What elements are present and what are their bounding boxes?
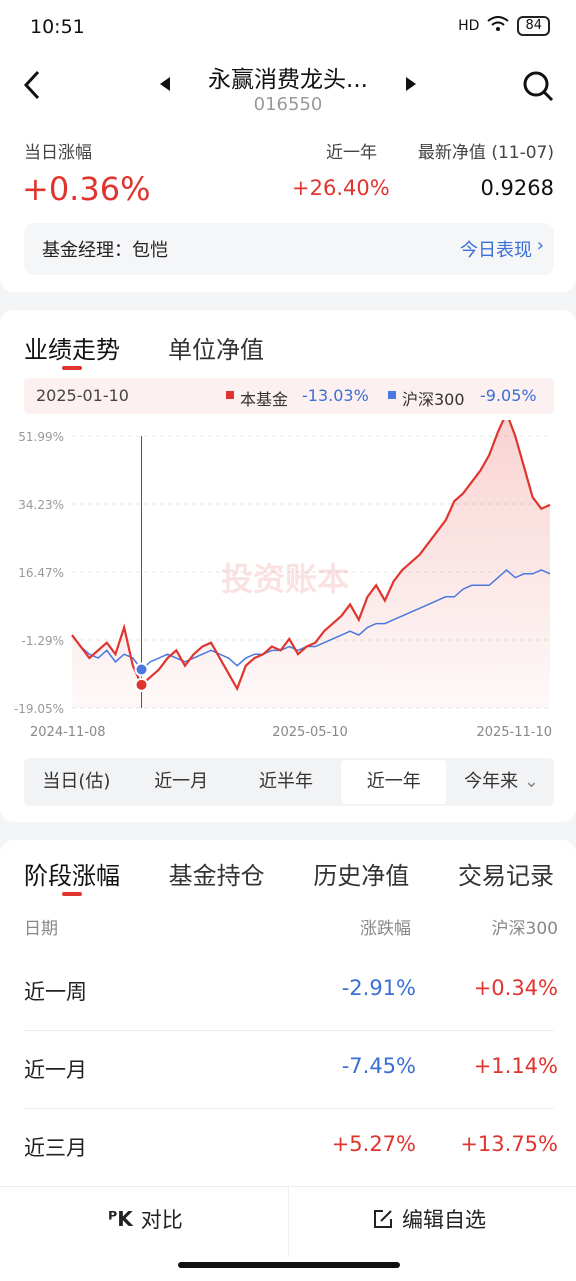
compare-button[interactable]: ᴾK 对比 [108, 1204, 183, 1234]
row-period: 近三月 [24, 1136, 87, 1160]
fund-legend-label: 本基金 [240, 390, 289, 409]
row-index: +0.34% [473, 976, 558, 1000]
battery-icon: 84 [517, 16, 550, 36]
manager-label: 基金经理：包恺 [42, 240, 168, 261]
crosshair-fund-point [134, 677, 149, 692]
compare-label: 对比 [140, 1208, 183, 1232]
search-button[interactable] [522, 70, 554, 106]
edit-icon [374, 1210, 392, 1228]
chevron-left-icon [23, 70, 40, 100]
y-tick-label: -19.05% [14, 702, 64, 716]
y-tick-label: 51.99% [18, 430, 64, 444]
period-1m[interactable]: 近一月 [154, 771, 209, 792]
tab-transactions[interactable]: 交易记录 [457, 862, 554, 890]
next-fund-button[interactable] [404, 76, 418, 96]
y-tick-label: 16.47% [18, 566, 64, 580]
stage-tabs: 阶段涨幅 基金持仓 历史净值 交易记录 [24, 856, 554, 896]
chevron-down-icon: ⌄ [523, 771, 539, 792]
performance-chart[interactable]: 投资账本 51.99% 34.23% 16.47% -1.29% -19.05% 202… [0, 420, 576, 750]
pk-icon: ᴾK [108, 1207, 133, 1231]
period-selector: 当日(估) 近一月 近半年 近一年 今年来 ⌄ [24, 758, 554, 806]
y-tick-label: 34.23% [18, 498, 64, 512]
x-axis: 2024-11-08 2025-05-10 2025-11-10 [30, 725, 552, 740]
row-period: 近一周 [24, 980, 87, 1004]
status-time: 10:51 [30, 16, 85, 38]
period-today[interactable]: 当日(估) [42, 771, 111, 792]
fund-legend-marker [226, 391, 234, 399]
tab-holdings[interactable]: 基金持仓 [168, 862, 265, 890]
fund-code: 016550 [253, 94, 323, 115]
fund-legend-value: -13.03% [302, 386, 369, 405]
row-change: -7.45% [341, 1054, 416, 1078]
tab-unit-nav[interactable]: 单位净值 [168, 336, 264, 364]
x-tick-label: 2025-05-10 [272, 725, 348, 740]
y-tick-label: -1.29% [22, 634, 64, 648]
nav-value: 0.9268 [480, 176, 554, 200]
triangle-right-icon [406, 77, 416, 91]
year-change-value: +26.40% [292, 176, 390, 200]
row-change: +5.27% [331, 1132, 416, 1156]
nav-label: 最新净值 (11-07) [417, 143, 554, 163]
tab-history-nav[interactable]: 历史净值 [313, 862, 410, 890]
index-series-line [71, 568, 551, 671]
status-icons: HD 84 [458, 16, 550, 36]
legend-date: 2025-01-10 [36, 386, 129, 405]
chevron-right-icon: › [536, 235, 544, 256]
search-icon [523, 71, 554, 102]
chart-tabs: 业绩走势 单位净值 [24, 330, 264, 370]
y-axis: 51.99% 34.23% 16.47% -1.29% -19.05% [14, 430, 64, 716]
period-ytd[interactable]: 今年来 ⌄ [449, 760, 554, 804]
status-bar [0, 0, 576, 56]
wifi-icon [487, 16, 510, 36]
year-change-label: 近一年 [326, 143, 377, 163]
row-index: +13.75% [460, 1132, 558, 1156]
row-change: -2.91% [341, 976, 416, 1000]
header [0, 56, 576, 136]
col-date: 日期 [24, 919, 58, 939]
tab-performance[interactable]: 业绩走势 [24, 330, 120, 370]
tab-stage-returns[interactable]: 阶段涨幅 [24, 856, 120, 896]
row-index: +1.14% [473, 1054, 558, 1078]
edit-watchlist-button[interactable]: 编辑自选 [372, 1204, 486, 1234]
prev-fund-button[interactable] [158, 76, 172, 96]
signal-icon: HD [458, 18, 480, 34]
chart-legend: 2025-01-10 本基金 -13.03% 沪深300 -9.05% [24, 378, 554, 414]
bottom-divider [288, 1186, 289, 1256]
period-ytd-label: 今年来 [464, 771, 519, 792]
fund-area [72, 420, 550, 708]
index-legend-marker [388, 391, 396, 399]
index-legend-label: 沪深300 [402, 390, 465, 409]
period-1y[interactable]: 近一年 [341, 760, 447, 804]
fund-title: 永赢消费龙头... [208, 67, 368, 93]
watermark: 投资账本 [221, 560, 349, 598]
x-tick-label: 2024-11-08 [30, 725, 106, 740]
col-index: 沪深300 [491, 919, 558, 939]
manager-bar[interactable]: 基金经理：包恺 今日表现 › [24, 223, 554, 275]
triangle-left-icon [160, 77, 170, 91]
daily-change-value: +0.36% [22, 170, 151, 208]
back-button[interactable] [22, 70, 42, 104]
crosshair-index-point [134, 662, 149, 677]
table-row: 近一月 -7.45% +1.14% [24, 1030, 558, 1109]
row-period: 近一月 [24, 1058, 87, 1082]
fund-series-line [71, 420, 551, 692]
stage-card [0, 840, 576, 1200]
today-performance-link[interactable]: 今日表现 [460, 240, 532, 261]
home-indicator [178, 1262, 400, 1268]
x-tick-label: 2025-11-10 [476, 725, 552, 740]
index-legend-value: -9.05% [480, 386, 537, 405]
period-6m[interactable]: 近半年 [258, 771, 313, 792]
daily-change-label: 当日涨幅 [24, 143, 92, 163]
table-row: 近三月 +5.27% +13.75% [24, 1108, 558, 1186]
table-row: 近一周 -2.91% +0.34% [24, 952, 558, 1031]
col-change: 涨跌幅 [360, 919, 411, 939]
edit-label: 编辑自选 [402, 1208, 486, 1232]
